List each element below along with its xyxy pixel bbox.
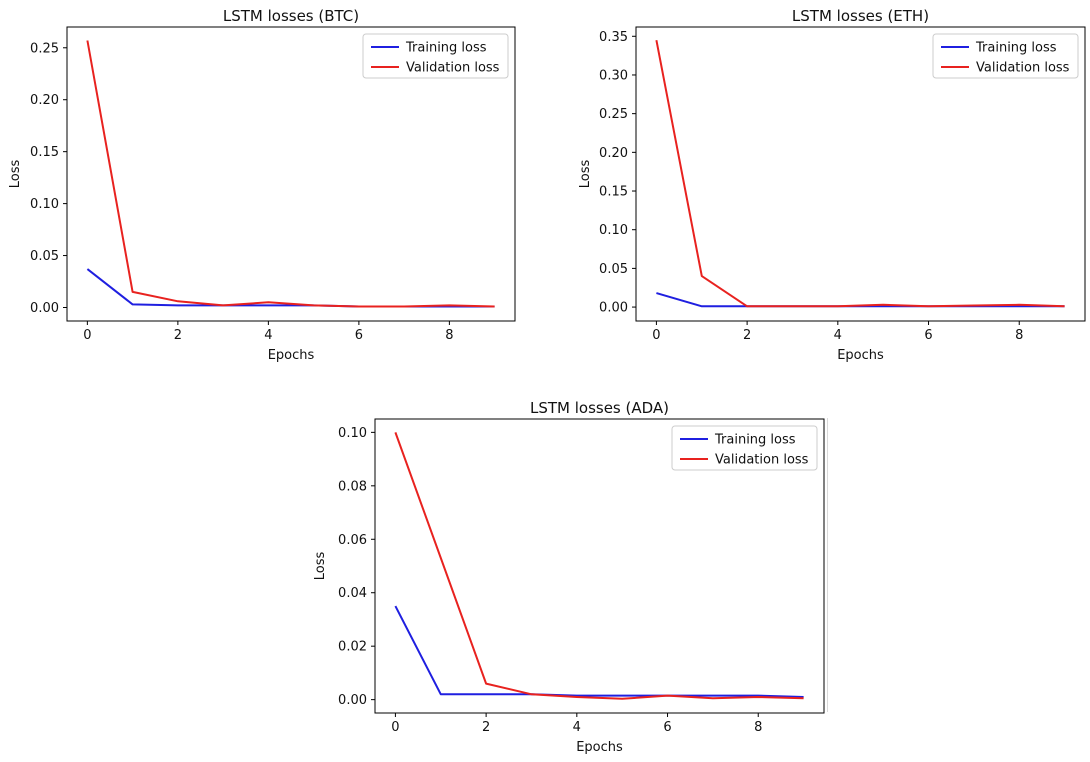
legend-label-btc-training: Training loss bbox=[405, 41, 487, 56]
x-tick-label-btc: 4 bbox=[264, 328, 272, 343]
x-tick-label-eth: 8 bbox=[1015, 328, 1023, 343]
series-line-btc-validation bbox=[86, 40, 495, 308]
x-axis-label-btc: Epochs bbox=[268, 348, 315, 363]
legend-label-ada-validation: Validation loss bbox=[715, 453, 809, 468]
x-tick-label-eth: 0 bbox=[652, 328, 660, 343]
y-tick-label-btc: 0.10 bbox=[30, 197, 59, 212]
x-tick-label-btc: 0 bbox=[83, 328, 91, 343]
y-tick-label-eth: 0.05 bbox=[599, 262, 628, 277]
y-tick-label-btc: 0.20 bbox=[30, 93, 59, 108]
x-tick-label-ada: 4 bbox=[573, 720, 581, 735]
y-tick-label-ada: 0.02 bbox=[338, 640, 367, 655]
legend-label-eth-validation: Validation loss bbox=[976, 61, 1070, 76]
plot-frame-eth bbox=[635, 26, 1086, 322]
x-tick-label-eth: 2 bbox=[743, 328, 751, 343]
y-tick-label-ada: 0.00 bbox=[338, 693, 367, 708]
legend-box-ada bbox=[671, 425, 818, 471]
legend-box-eth bbox=[932, 33, 1079, 79]
legend-label-ada-training: Training loss bbox=[714, 433, 796, 448]
y-tick-label-eth: 0.20 bbox=[599, 146, 628, 161]
chart-btc: LSTM losses (BTC) 0 2 4 6 8 0.00 0.05 0.10 0.15 0.… bbox=[8, 7, 516, 363]
plot-frame-ada bbox=[374, 418, 825, 714]
x-tick-label-ada: 0 bbox=[391, 720, 399, 735]
legend-label-btc-validation: Validation loss bbox=[406, 61, 500, 76]
legend-box-btc bbox=[362, 33, 509, 79]
legend-label-eth-training: Training loss bbox=[975, 41, 1057, 56]
chart-eth: LSTM losses (ETH) 0 2 4 6 8 0.00 0.05 0.10 0.15 0.… bbox=[578, 7, 1086, 363]
plot-frame-btc bbox=[66, 26, 516, 322]
y-tick-label-eth: 0.30 bbox=[599, 68, 628, 83]
y-tick-label-btc: 0.00 bbox=[30, 301, 59, 316]
x-tick-label-btc: 2 bbox=[174, 328, 182, 343]
series-line-ada-training bbox=[394, 605, 804, 698]
series-line-eth-validation bbox=[655, 40, 1065, 308]
x-tick-label-eth: 4 bbox=[834, 328, 842, 343]
chart-title-ada: LSTM losses (ADA) bbox=[530, 399, 669, 417]
x-axis-label-ada: Epochs bbox=[576, 740, 623, 755]
panel-divider bbox=[827, 418, 828, 712]
x-tick-label-ada: 2 bbox=[482, 720, 490, 735]
y-tick-label-eth: 0.25 bbox=[599, 107, 628, 122]
x-tick-label-btc: 6 bbox=[355, 328, 363, 343]
x-tick-label-eth: 6 bbox=[924, 328, 932, 343]
x-tick-label-ada: 8 bbox=[754, 720, 762, 735]
y-tick-label-eth: 0.10 bbox=[599, 223, 628, 238]
chart-title-btc: LSTM losses (BTC) bbox=[223, 7, 359, 25]
y-tick-label-eth: 0.00 bbox=[599, 301, 628, 316]
y-axis-label-btc: Loss bbox=[8, 160, 23, 189]
y-tick-label-ada: 0.10 bbox=[338, 426, 367, 441]
y-tick-label-eth: 0.35 bbox=[599, 30, 628, 45]
y-tick-label-btc: 0.05 bbox=[30, 249, 59, 264]
x-tick-label-ada: 6 bbox=[663, 720, 671, 735]
series-line-btc-training bbox=[86, 268, 495, 308]
series-line-ada-validation bbox=[394, 432, 804, 700]
y-axis-label-ada: Loss bbox=[313, 552, 328, 581]
y-tick-label-ada: 0.06 bbox=[338, 533, 367, 548]
y-tick-label-eth: 0.15 bbox=[599, 185, 628, 200]
y-tick-label-btc: 0.15 bbox=[30, 145, 59, 160]
x-tick-label-btc: 8 bbox=[445, 328, 453, 343]
y-tick-label-btc: 0.25 bbox=[30, 41, 59, 56]
chart-ada: LSTM losses (ADA) 0 2 4 6 8 0.00 0.02 0.04 0.06 0.… bbox=[313, 399, 825, 755]
y-tick-label-ada: 0.04 bbox=[338, 586, 367, 601]
y-axis-label-eth: Loss bbox=[578, 160, 593, 189]
x-axis-label-eth: Epochs bbox=[837, 348, 884, 363]
chart-title-eth: LSTM losses (ETH) bbox=[792, 7, 929, 25]
y-tick-label-ada: 0.08 bbox=[338, 479, 367, 494]
